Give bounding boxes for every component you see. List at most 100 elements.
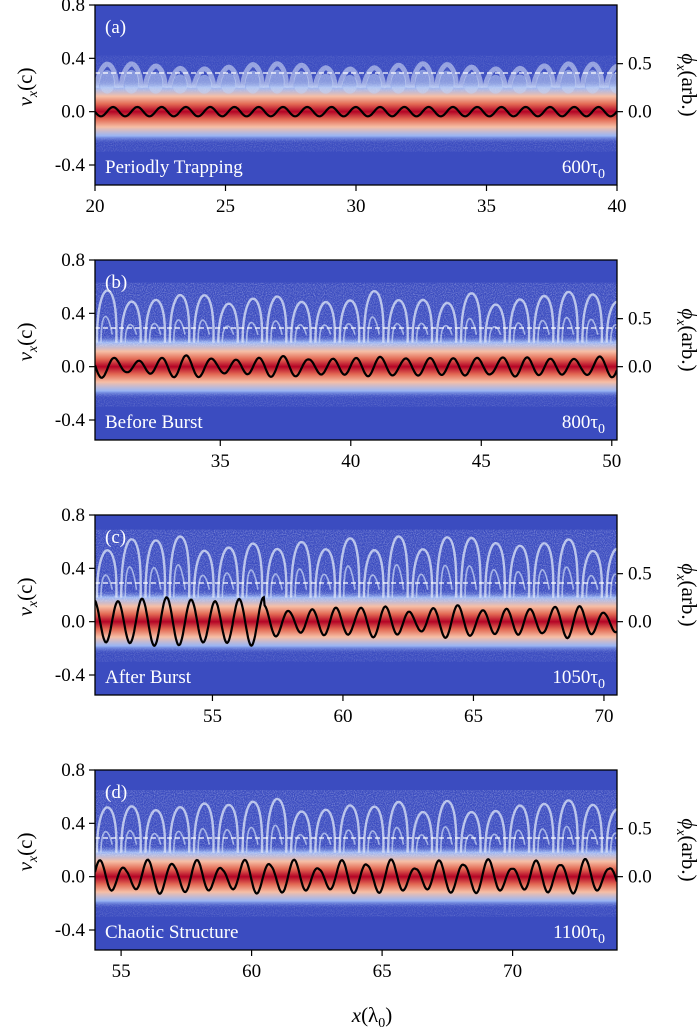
x-tick-label: 65 xyxy=(464,706,483,727)
y-axis-label-left: vx(c) xyxy=(13,578,41,617)
y-axis-label-right: ϕx(arb.) xyxy=(673,53,700,116)
y-tick-left-label: -0.4 xyxy=(55,920,86,941)
y-axis-label-left-main: v xyxy=(13,861,37,871)
y-tick-left-label: -0.4 xyxy=(55,410,86,431)
panel-label: (a) xyxy=(105,17,126,38)
panel-label: (c) xyxy=(105,527,126,548)
y-axis-label-right-sub: x xyxy=(673,573,688,581)
x-tick-label: 30 xyxy=(347,196,366,217)
x-tick-label: 40 xyxy=(341,451,360,472)
y-tick-left-label: 0.8 xyxy=(61,0,85,16)
y-tick-left-label: 0.4 xyxy=(61,558,85,579)
phase-space-density xyxy=(95,282,617,407)
y-axis-label-right-sub: x xyxy=(673,63,688,71)
lower-speckle xyxy=(95,138,617,152)
y-axis-label-right-main: ϕ xyxy=(677,308,700,319)
panel-frame xyxy=(94,514,618,696)
y-tick-right-label: 0.0 xyxy=(628,612,652,633)
lower-speckle xyxy=(95,393,617,407)
y-axis-label-right-main: ϕ xyxy=(677,818,700,829)
y-axis-label-right-sub: x xyxy=(673,828,688,836)
panel-annotation: Periodly Trapping xyxy=(105,157,243,178)
y-tick-left-label: 0.0 xyxy=(61,612,85,633)
y-tick-left-label: 0.0 xyxy=(61,357,85,378)
speckle-noise xyxy=(95,282,617,347)
y-tick-left-label: 0.0 xyxy=(61,102,85,123)
x-axis-label-main: x xyxy=(351,1003,362,1027)
panels: 0.80.40.0-0.40.50.020 25 30 35 40vx(c)ϕx(arb… xyxy=(13,0,700,982)
panel-time-label: 600τ0 xyxy=(562,157,605,182)
y-axis-label-right-main: ϕ xyxy=(677,563,700,574)
y-axis-label-left-unit: (c) xyxy=(13,68,37,91)
x-tick-label: 70 xyxy=(594,706,613,727)
x-tick-label: 35 xyxy=(477,196,496,217)
y-axis-label-right-sub: x xyxy=(673,318,688,326)
x-axis-label: x(λ0) xyxy=(351,1003,393,1030)
vortex-fill-0 xyxy=(75,72,90,93)
y-axis-label-left-unit: (c) xyxy=(13,833,37,856)
panel-time-main: 800τ xyxy=(562,412,599,433)
panel-time-sub: 0 xyxy=(598,167,605,182)
panel-time-main: 600τ xyxy=(562,157,599,178)
phi-curve xyxy=(95,595,617,648)
y-tick-left-label: 0.0 xyxy=(61,867,85,888)
phase-space-density xyxy=(95,529,617,662)
panel-1: 0.80.40.0-0.40.50.020 25 30 35 40vx(c)ϕx(arb… xyxy=(13,0,700,217)
y-axis-label-left-main: v xyxy=(13,606,37,616)
y-axis-label-left: vx(c) xyxy=(13,323,41,362)
y-tick-left-label: 0.4 xyxy=(61,813,85,834)
y-axis-label-left-sub: x xyxy=(26,90,41,98)
y-axis-label-left-main: v xyxy=(13,96,37,106)
panel-annotation: Chaotic Structure xyxy=(105,922,239,943)
y-tick-left-label: 0.8 xyxy=(61,250,85,271)
y-tick-left-label: -0.4 xyxy=(55,155,86,176)
y-axis-label-left: vx(c) xyxy=(13,833,41,872)
y-axis-label-left-unit: (c) xyxy=(13,578,37,601)
y-axis-label-left-unit: (c) xyxy=(13,323,37,346)
x-tick-label: 70 xyxy=(503,961,522,982)
x-axis-label-unit: (λ xyxy=(361,1003,379,1027)
y-tick-left-label: 0.4 xyxy=(61,48,85,69)
y-axis-label-right-unit: (arb.) xyxy=(677,836,700,882)
x-tick-label: 25 xyxy=(216,196,235,217)
vortex-0 xyxy=(73,66,93,87)
y-tick-right-label: 0.0 xyxy=(628,867,652,888)
panel-frame xyxy=(94,259,618,441)
panel-2: 0.80.40.0-0.40.50.035 40 45 50vx(c)ϕx(arb.)… xyxy=(13,250,700,472)
lower-speckle xyxy=(95,648,617,662)
y-axis-label-right: ϕx(arb.) xyxy=(673,818,700,881)
phase-space-density xyxy=(95,790,617,917)
x-tick-label: 50 xyxy=(602,451,621,472)
y-axis-label-left: vx(c) xyxy=(13,68,41,107)
y-tick-left-label: 0.8 xyxy=(61,760,85,781)
y-axis-label-left-sub: x xyxy=(26,855,41,863)
x-tick-label: 55 xyxy=(203,706,222,727)
y-axis-label-left-main: v xyxy=(13,351,37,361)
panel-time-sub: 0 xyxy=(598,932,605,947)
y-axis-label-right: ϕx(arb.) xyxy=(673,308,700,371)
panel-time-main: 1100τ xyxy=(553,922,598,943)
phi-curve xyxy=(95,105,617,118)
speckle-noise xyxy=(95,55,617,92)
panel-time-label: 800τ0 xyxy=(562,412,605,437)
y-axis-label-right-unit: (arb.) xyxy=(677,581,700,627)
y-tick-left-label: 0.8 xyxy=(61,505,85,526)
y-tick-right-label: 0.0 xyxy=(628,102,652,123)
x-axis-label-close: ) xyxy=(385,1003,392,1027)
x-tick-label: 40 xyxy=(608,196,627,217)
y-axis-label-left-sub: x xyxy=(26,600,41,608)
x-tick-label: 60 xyxy=(333,706,352,727)
phi-curve xyxy=(95,354,617,379)
panel-time-main: 1050τ xyxy=(552,667,598,688)
x-axis-label-sub: 0 xyxy=(378,1016,385,1030)
y-tick-right-label: 0.5 xyxy=(628,819,652,840)
phi-curve xyxy=(95,857,617,895)
x-tick-label: 20 xyxy=(86,196,105,217)
phase-space-density xyxy=(73,55,617,152)
lower-speckle xyxy=(95,903,617,917)
panel-time-label: 1050τ0 xyxy=(552,667,605,692)
x-tick-label: 35 xyxy=(211,451,230,472)
panel-time-label: 1100τ0 xyxy=(553,922,605,947)
y-axis-label-left-sub: x xyxy=(26,345,41,353)
